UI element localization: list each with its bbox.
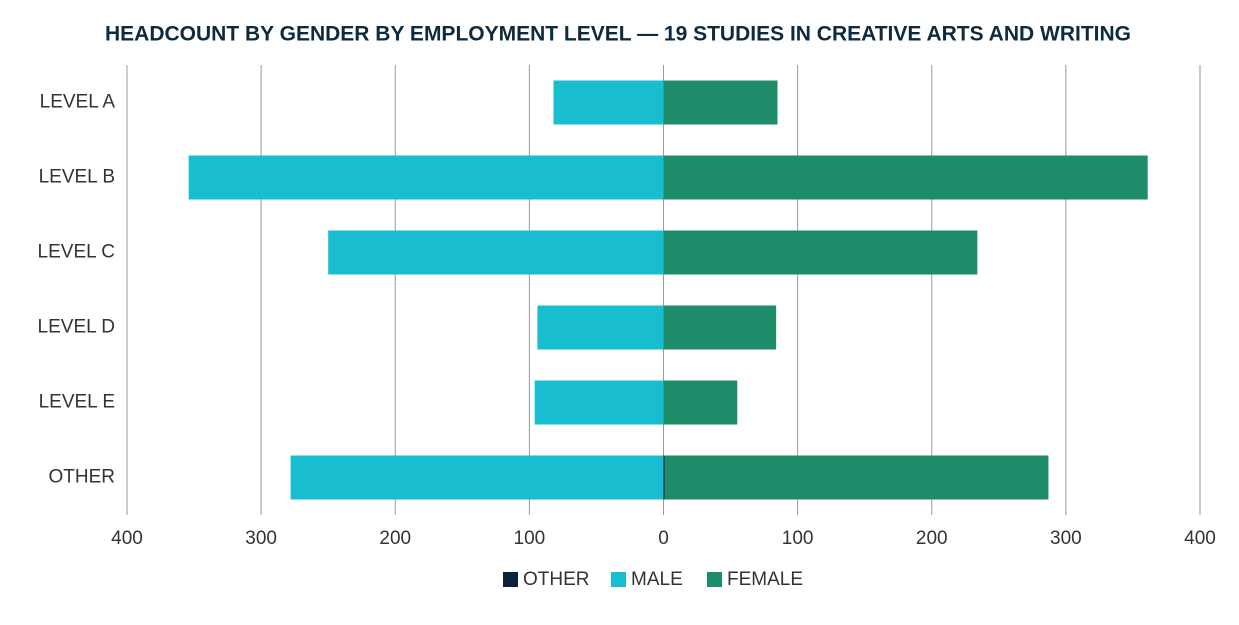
x-tick-label: 200 xyxy=(916,528,948,549)
bar xyxy=(664,455,1049,500)
bar xyxy=(537,305,664,350)
y-tick-label: LEVEL B xyxy=(39,167,115,188)
bar xyxy=(663,155,1148,200)
y-tick-label: LEVEL D xyxy=(38,317,115,338)
bar xyxy=(663,80,778,125)
y-tick-label: LEVEL C xyxy=(38,242,115,263)
bar xyxy=(188,155,664,200)
y-tick-label: LEVEL E xyxy=(39,392,115,413)
x-tick-label: 200 xyxy=(379,528,411,549)
bar xyxy=(290,455,664,500)
x-tick-label: 100 xyxy=(514,528,546,549)
legend-swatch xyxy=(707,572,722,587)
bar xyxy=(328,230,664,275)
chart-title: HEADCOUNT BY GENDER BY EMPLOYMENT LEVEL … xyxy=(105,23,1131,46)
x-tick-label: 100 xyxy=(782,528,814,549)
bar xyxy=(663,305,777,350)
x-tick-label: 400 xyxy=(111,528,143,549)
x-tick-label: 400 xyxy=(1184,528,1216,549)
y-tick-label: OTHER xyxy=(49,467,116,488)
x-tick-label: 300 xyxy=(245,528,277,549)
legend-swatch xyxy=(611,572,626,587)
bar xyxy=(663,230,978,275)
x-tick-label: 300 xyxy=(1050,528,1082,549)
bar xyxy=(663,455,665,500)
legend-label: MALE xyxy=(631,569,683,590)
legend-swatch xyxy=(503,572,518,587)
legend-label: OTHER xyxy=(523,569,590,590)
x-tick-label: 0 xyxy=(658,528,669,549)
bar xyxy=(534,380,664,425)
bar xyxy=(663,380,738,425)
y-tick-label: LEVEL A xyxy=(40,92,116,113)
legend-label: FEMALE xyxy=(727,569,803,590)
bar xyxy=(553,80,664,125)
